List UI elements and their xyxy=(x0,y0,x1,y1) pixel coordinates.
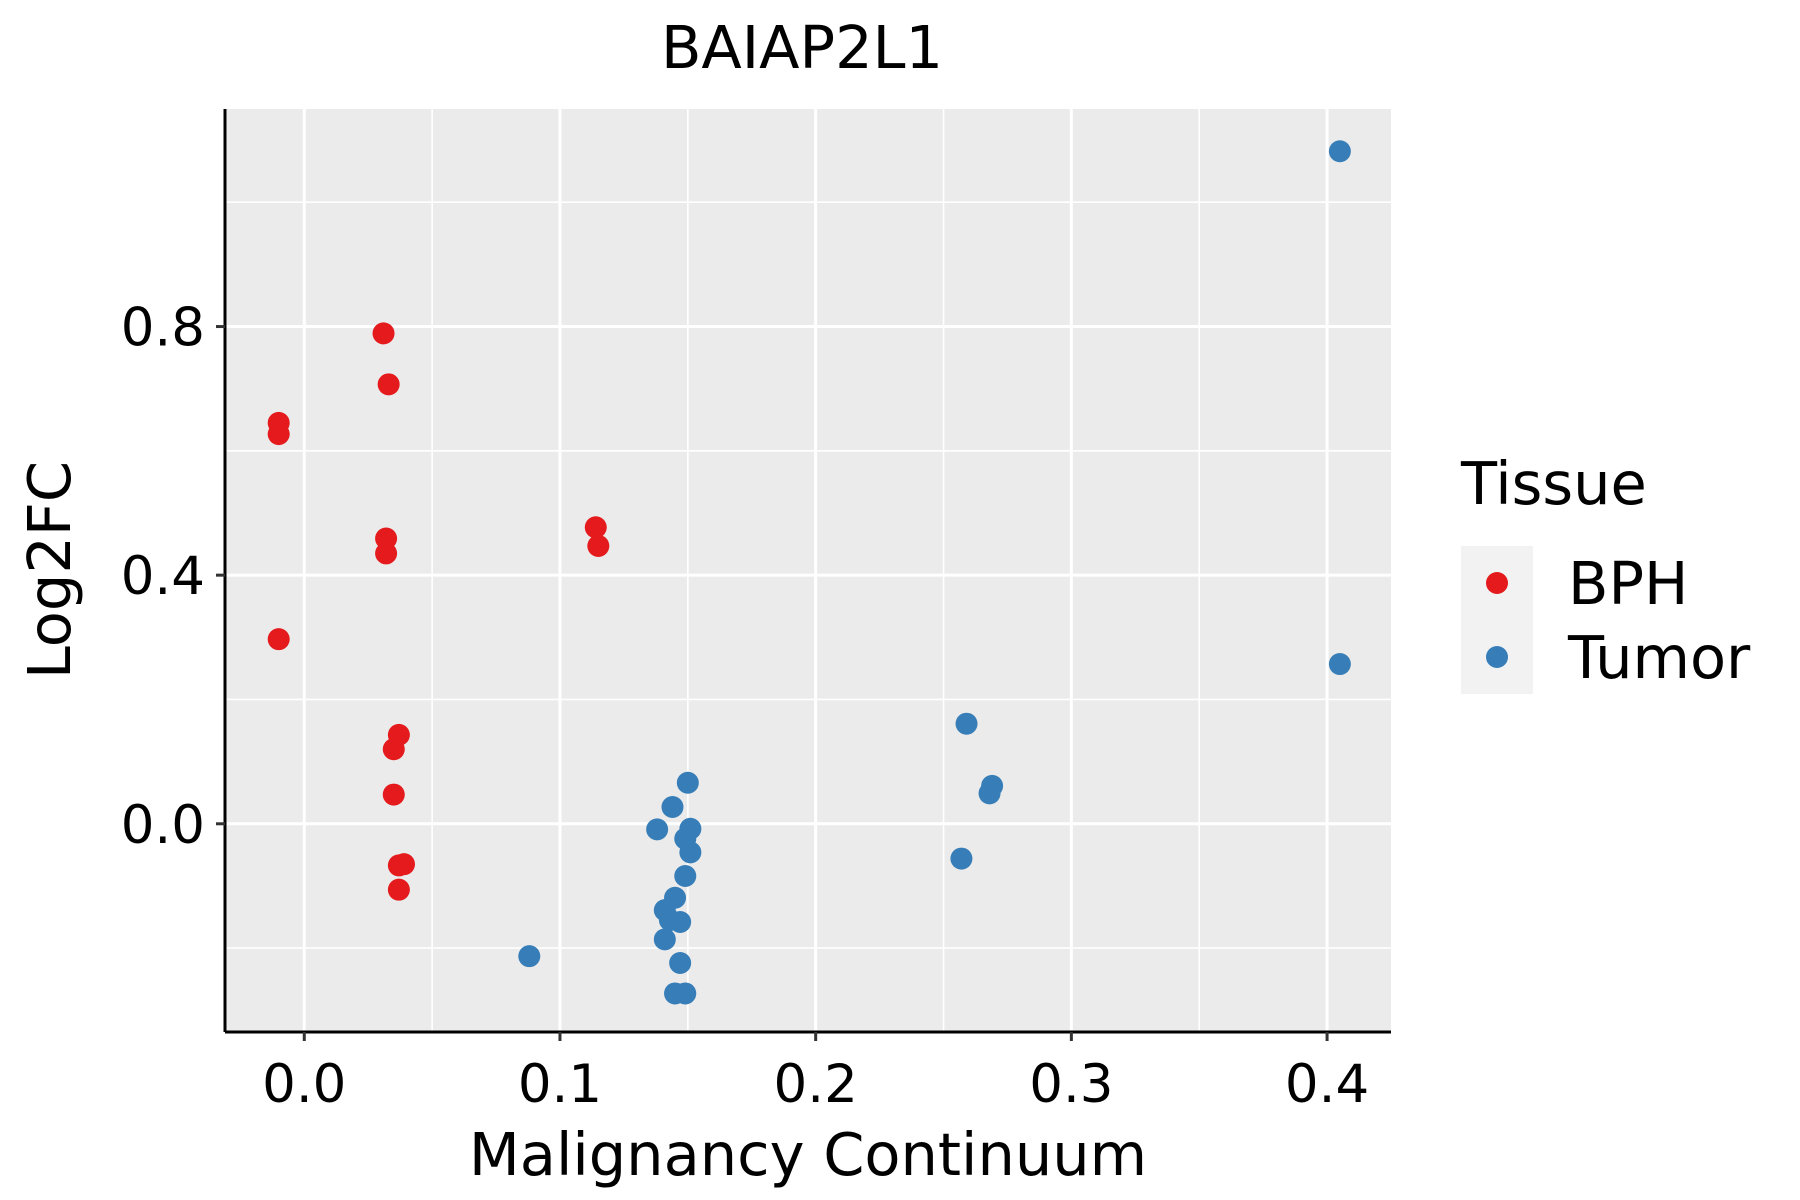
data-point xyxy=(669,910,692,933)
legend-title: Tissue xyxy=(1460,449,1647,518)
x-tick-label: 0.1 xyxy=(518,1054,602,1115)
data-point xyxy=(955,712,978,735)
x-axis-ticks: 0.0 0.1 0.2 0.3 0.4 xyxy=(262,1032,1369,1115)
data-point xyxy=(676,771,699,794)
data-points xyxy=(267,140,1351,1005)
data-point xyxy=(669,952,692,975)
data-point xyxy=(679,841,702,864)
data-point xyxy=(584,516,607,539)
legend-key-background xyxy=(1461,546,1533,694)
data-point xyxy=(1328,140,1351,163)
data-point xyxy=(267,423,290,446)
data-point xyxy=(375,542,398,565)
data-point xyxy=(674,864,697,887)
data-point xyxy=(674,982,697,1005)
data-point xyxy=(518,945,541,968)
legend-label-tumor: Tumor xyxy=(1567,623,1751,692)
chart-title: BAIAP2L1 xyxy=(661,13,943,82)
x-axis-label: Malignancy Continuum xyxy=(469,1120,1147,1189)
legend-key-tumor xyxy=(1486,646,1508,668)
data-point xyxy=(587,534,610,557)
series-tumor xyxy=(518,140,1351,1005)
y-tick-label: 0.4 xyxy=(121,546,205,607)
x-tick-label: 0.4 xyxy=(1285,1054,1369,1115)
data-point xyxy=(661,795,684,818)
x-tick-label: 0.3 xyxy=(1029,1054,1113,1115)
data-point xyxy=(267,628,290,651)
data-point xyxy=(1328,653,1351,676)
data-point xyxy=(392,853,415,876)
plot-panel xyxy=(225,109,1391,1032)
x-tick-label: 0.2 xyxy=(774,1054,858,1115)
data-point xyxy=(978,782,1001,805)
y-tick-label: 0.8 xyxy=(121,298,205,359)
data-point xyxy=(372,322,395,345)
y-tick-label: 0.0 xyxy=(121,795,205,856)
y-axis-ticks: 0.0 0.4 0.8 xyxy=(121,298,225,856)
minor-gridlines xyxy=(225,109,1391,1032)
legend-key-bph xyxy=(1486,572,1508,594)
x-tick-label: 0.0 xyxy=(262,1054,346,1115)
major-gridlines xyxy=(225,109,1391,1032)
data-point xyxy=(377,373,400,396)
y-axis-label: Log2FC xyxy=(15,461,84,679)
data-point xyxy=(653,928,676,951)
series-bph xyxy=(267,322,610,901)
data-point xyxy=(387,878,410,901)
data-point xyxy=(382,738,405,761)
data-point xyxy=(382,783,405,806)
data-point xyxy=(646,818,669,841)
legend-label-bph: BPH xyxy=(1568,549,1688,618)
data-point xyxy=(950,847,973,870)
